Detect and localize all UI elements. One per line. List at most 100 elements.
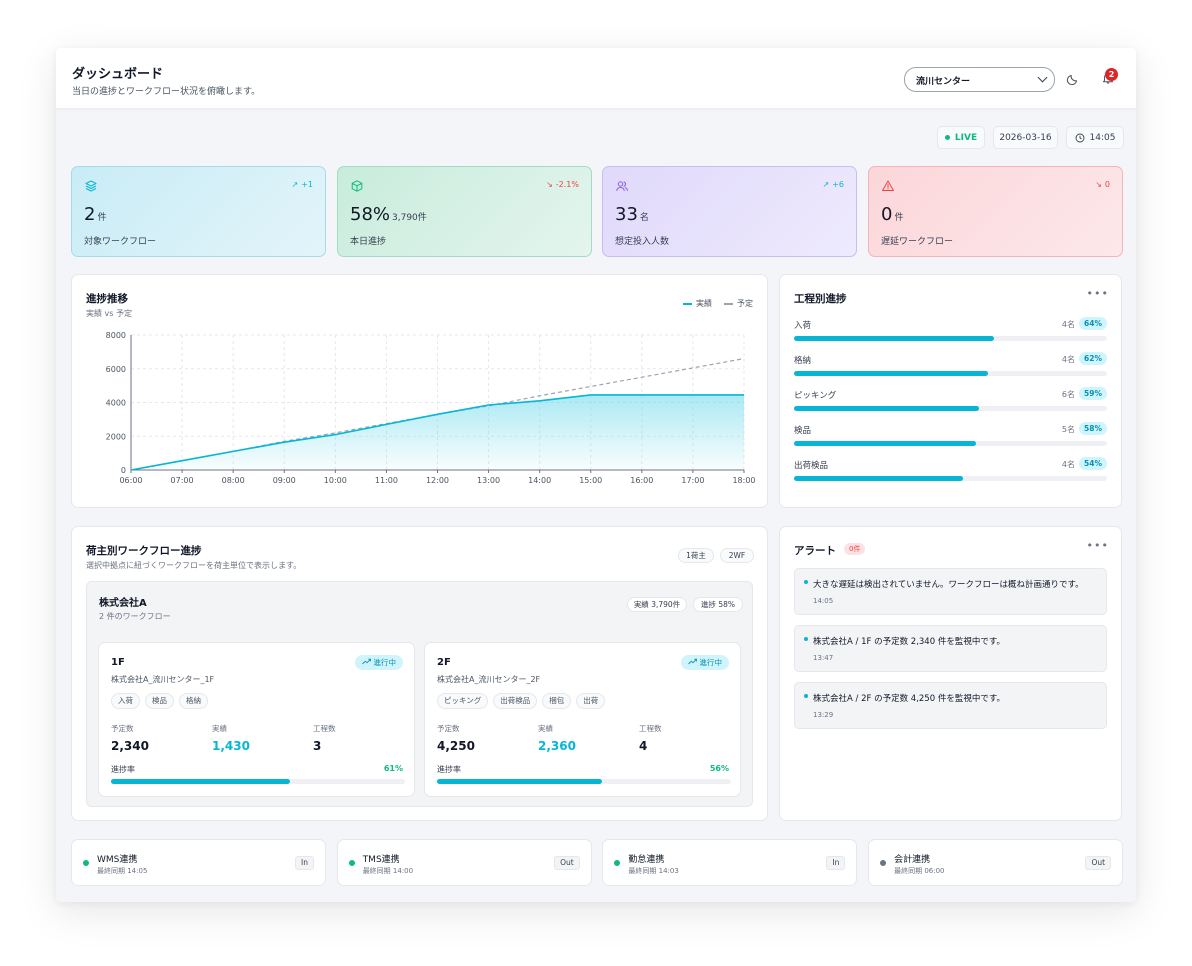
workflow-progress-fill bbox=[437, 779, 602, 784]
trend-down-icon: ↘ bbox=[1095, 180, 1102, 189]
process-percent-badge: 62% bbox=[1079, 352, 1107, 365]
x-tick-label: 13:00 bbox=[477, 476, 500, 485]
workflow-step-tags: 入荷 検品 格納 bbox=[111, 693, 208, 709]
x-tick-label: 07:00 bbox=[171, 476, 194, 485]
status-dot-icon bbox=[83, 860, 89, 866]
stat-trend: ↗ +6 bbox=[823, 180, 845, 189]
stat-value: 33 名 bbox=[615, 204, 649, 225]
shipper-section-subtitle: 選択中拠点に紐づくワークフローを荷主単位で表示します。 bbox=[86, 561, 302, 570]
legend-plan-swatch bbox=[724, 302, 733, 305]
stat-label: 遅延ワークフロー bbox=[881, 237, 954, 247]
workflow-progress-fill bbox=[111, 779, 291, 784]
process-progress-track bbox=[794, 371, 1107, 376]
time-label: 14:05 bbox=[1089, 132, 1116, 143]
process-staff-count: 6名 bbox=[1061, 390, 1075, 399]
workflow-card[interactable]: 2F 株式会社A_流川センター_2F 進行中 ピッキング 出荷検品 梱包 出荷 予定数 4,25… bbox=[424, 642, 741, 797]
live-label: LIVE bbox=[954, 132, 978, 143]
process-name: 検品 bbox=[794, 426, 812, 436]
stat-unit: 3,790件 bbox=[392, 213, 427, 223]
stat-trend-value: 0 bbox=[1104, 180, 1110, 189]
process-progress-fill bbox=[794, 336, 995, 341]
workflow-status-label: 進行中 bbox=[699, 658, 723, 667]
alert-message: 大きな遅延は検出されていません。ワークフローは概ね計画通りです。 bbox=[813, 580, 1084, 590]
workflow-step-tag: 梱包 bbox=[542, 693, 572, 709]
integration-card[interactable]: TMS連携 最終同期 14:00 Out bbox=[336, 839, 592, 886]
x-tick-label: 06:00 bbox=[119, 476, 142, 485]
process-progress-fill bbox=[794, 371, 989, 376]
alerts-count-badge: 0件 bbox=[844, 543, 866, 555]
step-count: 4 bbox=[639, 739, 648, 753]
more-icon[interactable]: ••• bbox=[1086, 539, 1109, 552]
metric-label: 工程数 bbox=[639, 724, 662, 733]
more-icon[interactable]: ••• bbox=[1086, 287, 1109, 300]
integration-card[interactable]: WMS連携 最終同期 14:05 In bbox=[71, 839, 326, 886]
workflow-status-badge: 進行中 bbox=[680, 655, 729, 670]
chevron-down-icon bbox=[1037, 72, 1048, 83]
stat-label: 想定投入人数 bbox=[615, 237, 670, 247]
integration-last-sync: 最終同期 14:00 bbox=[362, 867, 414, 875]
dashboard-app: ダッシュボード 当日の進捗とワークフロー状況を俯瞰します。 流川センター 2 L… bbox=[56, 48, 1136, 902]
integration-direction-badge: In bbox=[826, 856, 846, 870]
stat-number: 33 bbox=[615, 204, 638, 225]
stat-card-staff: ↗ +6 33 名 想定投入人数 bbox=[602, 166, 857, 257]
alert-time: 14:05 bbox=[813, 597, 834, 605]
workflow-progress-track bbox=[111, 779, 405, 784]
chart-legend: 実績 予定 bbox=[683, 298, 753, 309]
integration-last-sync: 最終同期 06:00 bbox=[894, 867, 945, 875]
workflow-step-tag: ピッキング bbox=[437, 693, 489, 709]
process-staff-count: 4名 bbox=[1061, 355, 1075, 364]
progress-rate-value: 56% bbox=[709, 764, 729, 773]
process-percent-badge: 64% bbox=[1079, 317, 1107, 330]
y-tick-label: 6000 bbox=[106, 365, 126, 374]
users-icon bbox=[616, 181, 628, 191]
process-progress-track bbox=[794, 336, 1107, 341]
process-name: ピッキング bbox=[794, 391, 837, 401]
trending-up-icon bbox=[361, 655, 371, 670]
process-staff-count: 4名 bbox=[1061, 460, 1075, 469]
y-tick-label: 4000 bbox=[106, 399, 126, 408]
integration-name: 勤怠連携 bbox=[628, 855, 665, 865]
process-progress-track bbox=[794, 441, 1107, 446]
date-label: 2026-03-16 bbox=[999, 132, 1052, 143]
integration-last-sync: 最終同期 14:03 bbox=[628, 867, 679, 875]
y-tick-label: 8000 bbox=[106, 331, 126, 340]
process-progress-track bbox=[794, 406, 1107, 411]
workflow-metric-planned: 予定数 4,250 bbox=[437, 723, 475, 753]
workflow-card[interactable]: 1F 株式会社A_流川センター_1F 進行中 入荷 検品 格納 予定数 2,340 実績 1,43… bbox=[98, 642, 415, 797]
process-row: 出荷検品 4名 54% bbox=[794, 457, 1107, 489]
integration-card[interactable]: 勤怠連携最終同期 14:03 In bbox=[602, 839, 858, 886]
stat-unit: 件 bbox=[894, 213, 904, 223]
metric-label: 実績 bbox=[212, 724, 227, 733]
stat-trend-value: +6 bbox=[832, 180, 844, 189]
alert-item[interactable]: 株式会社A / 1F の予定数 2,340 件を監視中です。 13:47 bbox=[794, 625, 1107, 672]
planned-count: 2,340 bbox=[111, 739, 149, 753]
alert-dot-icon bbox=[804, 694, 808, 698]
theme-toggle-button[interactable] bbox=[1064, 68, 1084, 88]
workflow-metric-planned: 予定数 2,340 bbox=[111, 723, 149, 753]
integration-last-sync: 最終同期 14:05 bbox=[97, 867, 148, 875]
process-name: 格納 bbox=[794, 356, 812, 366]
actual-line bbox=[130, 394, 744, 471]
legend-actual-swatch bbox=[683, 302, 692, 305]
stat-label: 本日進捗 bbox=[350, 237, 387, 247]
y-tick-label: 2000 bbox=[106, 432, 126, 441]
stat-trend-value: +1 bbox=[301, 180, 313, 189]
process-staff-count: 5名 bbox=[1061, 425, 1075, 434]
trend-up-icon: ↗ bbox=[822, 180, 830, 189]
process-progress-fill bbox=[794, 476, 964, 481]
alert-item[interactable]: 大きな遅延は検出されていません。ワークフローは概ね計画通りです。 14:05 bbox=[794, 568, 1107, 615]
center-select[interactable]: 流川センター bbox=[904, 67, 1055, 92]
alert-item[interactable]: 株式会社A / 2F の予定数 4,250 件を監視中です。 13:29 bbox=[794, 682, 1107, 729]
notification-badge: 2 bbox=[1105, 68, 1118, 81]
integration-direction-badge: Out bbox=[554, 856, 580, 870]
shipper-section-title: 荷主別ワークフロー進捗 bbox=[86, 545, 202, 557]
workflow-step-tag: 検品 bbox=[145, 693, 174, 709]
chart-title: 進捗推移 bbox=[86, 293, 128, 305]
integration-card[interactable]: 会計連携 最終同期 06:00 Out bbox=[868, 839, 1124, 886]
stat-unit: 名 bbox=[639, 213, 649, 223]
progress-line-chart: 0 2000 4000 6000 8000 06:00 07:00 08:00 09:00 10:… bbox=[106, 331, 756, 485]
process-row: 検品 5名 58% bbox=[794, 422, 1107, 454]
clock-icon bbox=[1075, 133, 1084, 142]
